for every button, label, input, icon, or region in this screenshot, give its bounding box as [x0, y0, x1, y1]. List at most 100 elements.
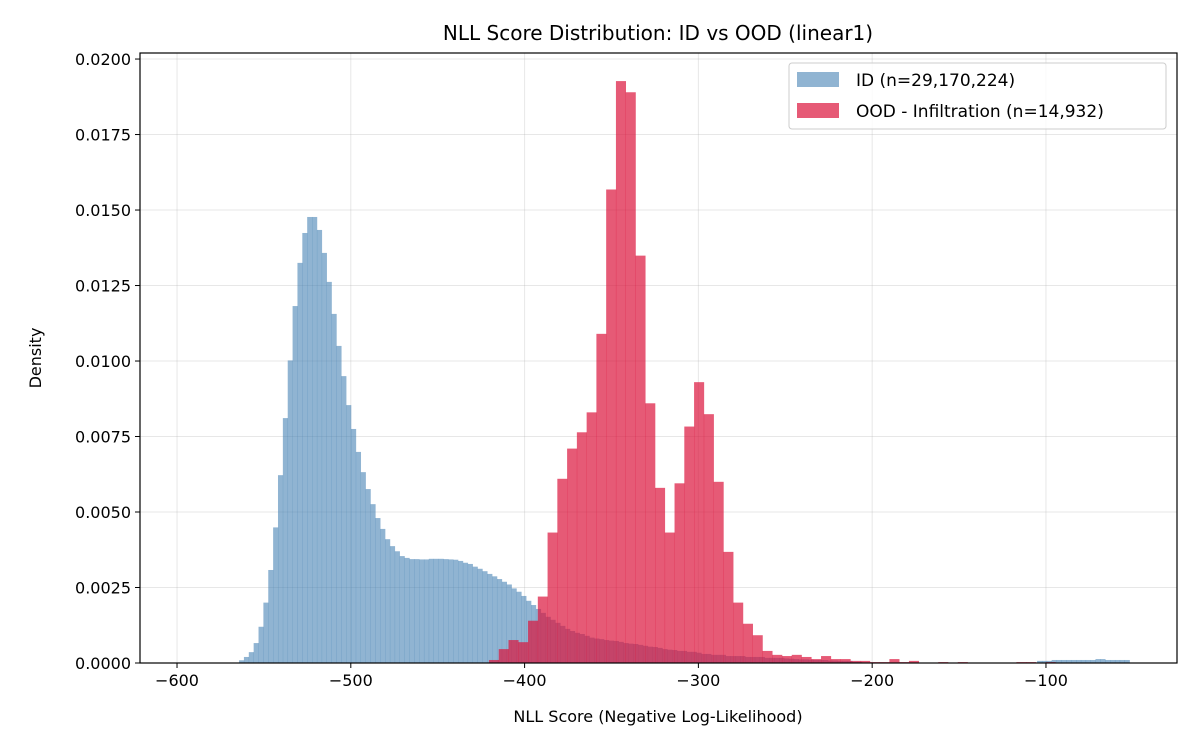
ood-histogram-bar	[528, 620, 539, 663]
ood-histogram-bar	[645, 403, 656, 663]
ood-histogram-bar	[752, 635, 763, 663]
id-histogram-bar	[341, 376, 347, 663]
id-histogram-bar	[1071, 659, 1077, 663]
id-histogram-bar	[263, 602, 269, 663]
ood-histogram-bar	[655, 487, 666, 663]
id-histogram-bar	[1037, 660, 1043, 663]
id-histogram-bar	[506, 584, 512, 663]
ood-histogram-bar	[684, 426, 695, 663]
id-histogram-bar	[268, 569, 274, 663]
id-histogram-bar	[1090, 659, 1096, 663]
ood-histogram-bar	[821, 656, 832, 663]
plot-frame	[139, 52, 1178, 664]
id-histogram-bar	[419, 559, 425, 663]
id-histogram-bar	[326, 281, 332, 663]
id-histogram-bar	[277, 475, 284, 663]
ood-histogram-bar	[723, 551, 734, 663]
id-histogram-bar	[355, 451, 362, 663]
legend-label-ood: OOD - Infiltration (n=14,932)	[856, 102, 1104, 122]
ood-histogram-bar	[635, 255, 646, 663]
id-histogram-bar	[331, 313, 337, 663]
x-tick-label: −400	[503, 671, 547, 690]
x-tick-label: −600	[155, 671, 199, 690]
ood-histogram-bar	[586, 412, 597, 663]
legend: ID (n=29,170,224) OOD - Infiltration (n=…	[788, 62, 1167, 130]
id-histogram-bar	[414, 559, 420, 663]
x-axis-ticks: −600 −500 −400 −300 −200 −100	[155, 663, 1068, 690]
id-histogram-bar	[243, 656, 250, 663]
ood-histogram-bar	[860, 660, 871, 663]
ood-histogram-bar	[811, 659, 822, 663]
y-tick-label: 0.0025	[75, 579, 131, 598]
series-ood-bars	[488, 81, 1056, 663]
id-histogram-bar	[423, 559, 430, 663]
x-tick-label: −200	[850, 671, 894, 690]
id-histogram-bar	[1061, 659, 1067, 663]
id-histogram-bar	[1066, 659, 1072, 663]
id-histogram-bar	[380, 528, 386, 663]
legend-swatch-ood	[797, 103, 839, 118]
id-histogram-bar	[1056, 659, 1062, 663]
id-histogram-bar	[472, 566, 478, 663]
id-histogram-bar	[385, 539, 391, 663]
id-histogram-bar	[239, 660, 245, 663]
id-histogram-bar	[302, 232, 308, 663]
id-histogram-bar	[312, 216, 318, 663]
id-histogram-bar	[350, 428, 357, 663]
id-histogram-bar	[346, 405, 352, 663]
id-histogram-bar	[248, 652, 254, 663]
ood-histogram-bar	[791, 654, 802, 663]
id-histogram-bar	[321, 252, 327, 663]
chart-title: NLL Score Distribution: ID vs OOD (linea…	[443, 21, 873, 45]
id-histogram-bar	[365, 489, 371, 663]
y-tick-label: 0.0000	[75, 654, 131, 673]
id-histogram-bar	[316, 229, 323, 664]
id-histogram-bar	[428, 558, 435, 663]
id-histogram-bar	[404, 557, 410, 663]
ood-histogram-bar	[850, 660, 861, 663]
ood-histogram-bar	[694, 382, 705, 663]
ood-histogram-bar	[840, 659, 851, 663]
id-histogram-bar	[1105, 659, 1111, 663]
legend-box	[788, 62, 1167, 130]
id-histogram-bar	[477, 568, 483, 663]
id-histogram-bar	[273, 527, 279, 663]
id-histogram-bar	[307, 216, 313, 663]
id-histogram-bar	[462, 562, 469, 663]
id-histogram-bar	[1076, 659, 1082, 663]
id-histogram-bar	[487, 573, 493, 663]
id-histogram-bar	[433, 558, 439, 663]
ood-histogram-bar	[567, 448, 578, 663]
id-histogram-bar	[482, 571, 488, 663]
ood-histogram-bar	[518, 642, 529, 663]
id-histogram-bar	[258, 626, 264, 663]
ood-histogram-bar	[801, 656, 812, 663]
ood-histogram-bar	[576, 432, 587, 663]
y-tick-label: 0.0100	[75, 352, 131, 371]
id-histogram-bar	[511, 588, 517, 663]
x-tick-label: −500	[329, 671, 373, 690]
id-histogram-bar	[292, 306, 298, 663]
id-histogram-bar	[1080, 659, 1087, 663]
y-tick-label: 0.0050	[75, 503, 131, 522]
id-histogram-bar	[448, 559, 454, 663]
y-tick-label: 0.0150	[75, 201, 131, 220]
ood-histogram-bar	[488, 659, 500, 663]
x-tick-label: −100	[1024, 671, 1068, 690]
id-histogram-bar	[1046, 660, 1052, 663]
id-histogram-bar	[287, 360, 293, 663]
histogram-bars	[239, 81, 1130, 664]
y-tick-label: 0.0175	[75, 126, 131, 145]
id-histogram-bar	[492, 576, 498, 663]
id-histogram-bar	[467, 563, 473, 663]
id-histogram-bar	[1114, 659, 1121, 663]
id-histogram-bar	[394, 551, 400, 663]
y-tick-label: 0.0075	[75, 428, 131, 447]
id-histogram-bar	[360, 472, 366, 663]
ood-histogram-bar	[547, 532, 558, 663]
ood-histogram-bar	[713, 481, 724, 663]
ood-histogram-bar	[781, 656, 793, 663]
id-histogram-bar	[1110, 659, 1116, 663]
id-histogram-bar	[443, 559, 449, 663]
id-histogram-bar	[375, 518, 381, 663]
